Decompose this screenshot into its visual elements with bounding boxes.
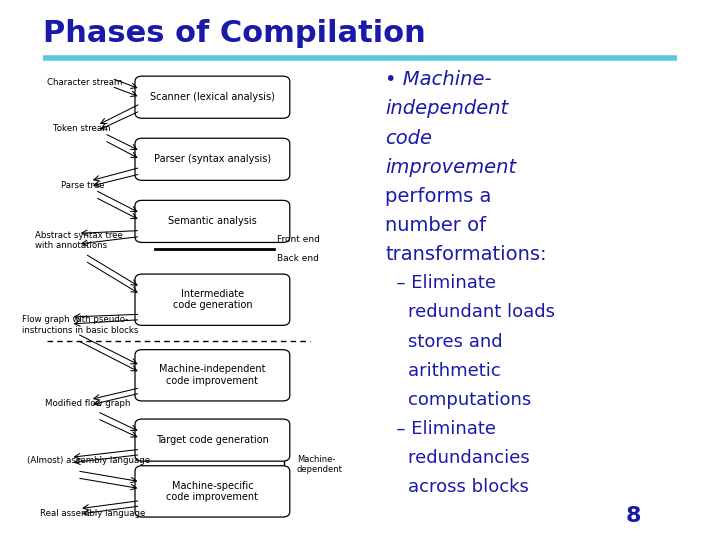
Text: redundant loads: redundant loads xyxy=(385,303,555,321)
Text: stores and: stores and xyxy=(385,333,503,350)
Text: Character stream: Character stream xyxy=(47,78,122,86)
Text: computations: computations xyxy=(385,391,531,409)
FancyBboxPatch shape xyxy=(135,274,289,325)
Text: (Almost) assembly language: (Almost) assembly language xyxy=(27,456,150,464)
Text: Abstract syntax tree
with annotations: Abstract syntax tree with annotations xyxy=(35,231,122,250)
Text: – Eliminate: – Eliminate xyxy=(385,420,496,438)
Text: Machine-specific
code improvement: Machine-specific code improvement xyxy=(166,481,258,502)
Text: Front end: Front end xyxy=(277,235,320,244)
Text: Flow graph with pseudo-
instructions in basic blocks: Flow graph with pseudo- instructions in … xyxy=(22,315,138,335)
Text: improvement: improvement xyxy=(385,158,516,177)
FancyBboxPatch shape xyxy=(135,350,289,401)
Text: Real assembly language: Real assembly language xyxy=(40,509,145,517)
Text: independent: independent xyxy=(385,99,508,118)
Text: across blocks: across blocks xyxy=(385,478,529,496)
Text: number of: number of xyxy=(385,216,486,235)
Text: • Machine-: • Machine- xyxy=(385,70,492,89)
FancyBboxPatch shape xyxy=(135,138,289,180)
Text: code: code xyxy=(385,129,432,147)
Text: Back end: Back end xyxy=(277,254,319,263)
FancyBboxPatch shape xyxy=(135,76,289,118)
Text: Machine-independent
code improvement: Machine-independent code improvement xyxy=(159,364,266,386)
Text: Parse tree: Parse tree xyxy=(61,181,104,190)
Text: Token stream: Token stream xyxy=(53,124,110,133)
Text: – Eliminate: – Eliminate xyxy=(385,274,496,292)
Text: Intermediate
code generation: Intermediate code generation xyxy=(173,289,252,310)
FancyBboxPatch shape xyxy=(135,419,289,461)
Text: Machine-
dependent: Machine- dependent xyxy=(297,455,343,474)
Text: transformations:: transformations: xyxy=(385,245,546,264)
Text: Scanner (lexical analysis): Scanner (lexical analysis) xyxy=(150,92,275,102)
Text: arithmetic: arithmetic xyxy=(385,362,501,380)
Text: Semantic analysis: Semantic analysis xyxy=(168,217,257,226)
Text: Phases of Compilation: Phases of Compilation xyxy=(43,19,426,48)
FancyBboxPatch shape xyxy=(135,200,289,242)
Text: Modified flow graph: Modified flow graph xyxy=(45,400,130,408)
FancyBboxPatch shape xyxy=(135,465,289,517)
Text: performs a: performs a xyxy=(385,187,492,206)
Text: Parser (syntax analysis): Parser (syntax analysis) xyxy=(154,154,271,164)
Text: Target code generation: Target code generation xyxy=(156,435,269,445)
Text: redundancies: redundancies xyxy=(385,449,530,467)
Text: 8: 8 xyxy=(626,507,642,526)
